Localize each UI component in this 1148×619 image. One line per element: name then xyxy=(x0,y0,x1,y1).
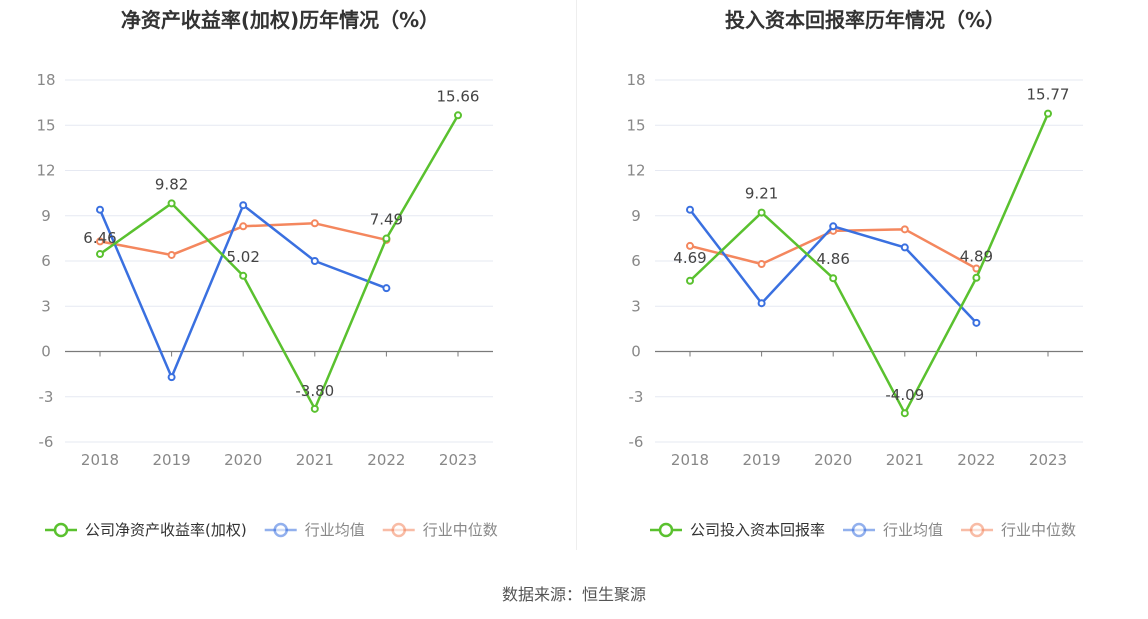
legend-marker-icon xyxy=(53,522,69,538)
data-point-industry_median xyxy=(757,260,766,269)
data-label: 9.21 xyxy=(745,185,778,203)
y-tick-label: 3 xyxy=(41,297,51,315)
data-point-company xyxy=(454,111,462,120)
data-point-industry_avg xyxy=(382,284,391,293)
x-tick-label: 2018 xyxy=(671,451,709,469)
x-tick-label: 2020 xyxy=(814,451,852,469)
legend-label: 行业中位数 xyxy=(1001,521,1076,539)
legend-label: 公司净资产收益率(加权) xyxy=(85,521,247,539)
data-point-industry_median xyxy=(310,219,319,228)
data-point-industry_median xyxy=(167,250,176,259)
y-tick-label: 15 xyxy=(626,116,645,134)
y-tick-label: 9 xyxy=(41,207,51,225)
data-point-industry_avg xyxy=(757,299,766,308)
data-point-industry_avg xyxy=(829,222,838,231)
y-tick-label: 0 xyxy=(631,343,641,361)
data-point-industry_avg xyxy=(239,201,248,210)
legend-item-industry_median: 行业中位数 xyxy=(961,521,1076,539)
y-tick-label: 15 xyxy=(36,116,55,134)
legend-marker-icon xyxy=(391,522,406,538)
x-tick-label: 2018 xyxy=(81,451,119,469)
legend-item-company: 公司净资产收益率(加权) xyxy=(45,521,247,539)
legend-item-industry_median: 行业中位数 xyxy=(382,521,498,539)
data-label: -4.09 xyxy=(885,386,924,404)
data-point-industry_avg xyxy=(686,205,694,214)
legend-label: 行业均值 xyxy=(883,521,943,539)
data-point-company xyxy=(686,276,694,285)
data-point-company xyxy=(900,409,909,418)
data-point-industry_avg xyxy=(310,257,319,265)
data-point-industry_median xyxy=(239,222,248,231)
y-tick-label: 0 xyxy=(41,343,51,361)
y-tick-label: 18 xyxy=(36,71,55,89)
legend-item-industry_avg: 行业均值 xyxy=(843,521,943,539)
series-line-company xyxy=(689,113,1050,415)
legend-marker-icon xyxy=(658,522,674,538)
data-point-company xyxy=(382,234,391,243)
data-point-industry_avg xyxy=(96,205,104,214)
y-tick-label: -3 xyxy=(39,388,54,406)
data-point-company xyxy=(1044,109,1052,118)
data-label: 4.89 xyxy=(960,248,993,266)
x-tick-label: 2019 xyxy=(743,451,781,469)
x-tick-label: 2022 xyxy=(957,451,995,469)
data-label: 7.49 xyxy=(370,211,403,229)
data-point-industry_avg xyxy=(972,318,981,327)
data-point-company xyxy=(757,208,766,217)
data-point-company xyxy=(239,271,248,280)
data-label: 9.82 xyxy=(155,175,188,193)
data-point-industry_avg xyxy=(900,243,909,252)
legend-marker-icon xyxy=(273,522,288,538)
data-label: -3.80 xyxy=(295,382,334,400)
legend-label: 行业中位数 xyxy=(423,521,498,539)
data-point-industry_median xyxy=(96,237,104,246)
y-tick-label: -6 xyxy=(629,433,644,451)
legend-marker-icon xyxy=(851,522,867,538)
x-tick-label: 2023 xyxy=(439,451,477,469)
y-tick-label: -3 xyxy=(629,388,644,406)
y-tick-label: 9 xyxy=(631,207,641,225)
y-tick-label: 18 xyxy=(626,71,645,89)
legend-label: 行业均值 xyxy=(305,521,365,539)
data-label: 5.02 xyxy=(226,248,259,266)
x-tick-label: 2023 xyxy=(1029,451,1067,469)
y-tick-label: 6 xyxy=(631,252,641,270)
data-point-company xyxy=(829,274,838,283)
y-tick-label: -6 xyxy=(39,433,54,451)
data-label: 15.66 xyxy=(437,87,480,105)
legend-marker-icon xyxy=(969,522,985,538)
legend-item-industry_avg: 行业均值 xyxy=(264,521,365,539)
data-point-industry_avg xyxy=(167,373,176,382)
data-source: 数据来源：恒生聚源 xyxy=(501,585,646,604)
chart-title-roe: 净资产收益率(加权)历年情况（%） xyxy=(120,8,440,32)
charts-canvas: -6 -3 0 3 6 9 12 15 18 2018 2019 2020 2021 2022 2023 6.… xyxy=(36,71,1083,539)
data-point-industry_median xyxy=(900,225,909,234)
data-label: 4.86 xyxy=(816,250,849,268)
chart-title-roic: 投入资本回报率历年情况（%） xyxy=(724,8,1006,32)
legend-label: 公司投入资本回报率 xyxy=(690,521,825,539)
x-tick-label: 2021 xyxy=(296,451,334,469)
chart-0: -6 -3 0 3 6 9 12 15 18 2018 2019 2020 2021 2022 2023 6.… xyxy=(36,71,497,539)
y-tick-label: 12 xyxy=(36,162,55,180)
data-label: 4.69 xyxy=(673,249,706,267)
chart-divider xyxy=(576,0,577,550)
x-tick-label: 2021 xyxy=(886,451,924,469)
data-point-industry_median xyxy=(686,241,694,250)
data-point-company xyxy=(310,404,319,413)
data-point-company xyxy=(167,199,176,208)
legend-item-company: 公司投入资本回报率 xyxy=(650,521,825,539)
series-line-company xyxy=(99,114,460,411)
x-tick-label: 2022 xyxy=(367,451,405,469)
y-tick-label: 3 xyxy=(631,297,641,315)
data-point-company xyxy=(972,273,981,282)
y-tick-label: 12 xyxy=(626,162,645,180)
data-label: 6.46 xyxy=(83,229,116,247)
x-tick-label: 2019 xyxy=(153,451,191,469)
y-tick-label: 6 xyxy=(41,252,51,270)
data-label: 15.77 xyxy=(1027,86,1070,104)
x-tick-label: 2020 xyxy=(224,451,262,469)
data-point-company xyxy=(96,250,104,259)
chart-1: -6 -3 0 3 6 9 12 15 18 2018 2019 2020 2021 2022 2023 4.… xyxy=(626,71,1083,539)
